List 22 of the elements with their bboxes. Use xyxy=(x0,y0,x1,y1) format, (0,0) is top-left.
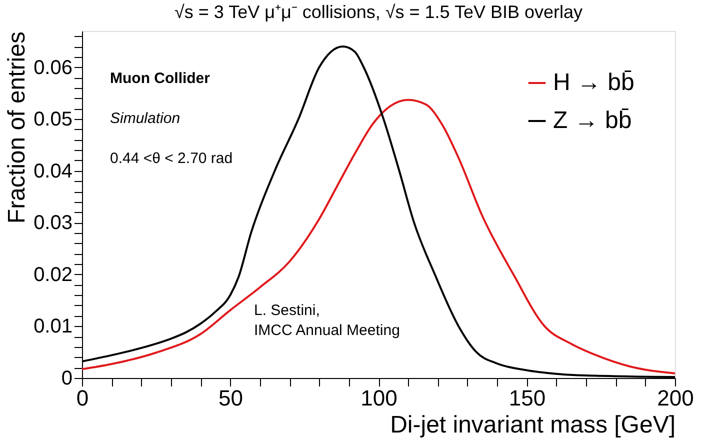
x-tick-label: 100 xyxy=(360,386,398,410)
annotation: L. Sestini, IMCC Annual Meeting xyxy=(254,302,400,339)
y-tick-label: 0.03 xyxy=(34,212,72,234)
x-tick-label: 150 xyxy=(508,386,546,410)
annotation: Muon Collider xyxy=(110,70,210,87)
x-tick-label: 50 xyxy=(218,386,243,410)
y-tick-label: 0 xyxy=(61,368,72,390)
x-tick-label: 200 xyxy=(657,386,694,410)
legend-label: Z → bb̄ xyxy=(553,107,632,134)
chart-title: √s = 3 TeV μ⁺μ⁻ collisions, √s = 1.5 TeV BIB overlay xyxy=(174,2,583,22)
annotation: Simulation xyxy=(110,110,180,127)
y-tick-label: 0.02 xyxy=(34,264,72,286)
line-series xyxy=(81,98,676,374)
y-tick-label: 0.06 xyxy=(34,56,72,79)
annotation: 0.44 <θ < 2.70 rad xyxy=(110,150,233,167)
y-axis-title: Fraction of entries xyxy=(4,32,31,224)
y-tick-label: 0.05 xyxy=(34,108,72,131)
x-tick-label: 0 xyxy=(76,386,89,410)
x-axis-title: Di-jet invariant mass [GeV] xyxy=(390,412,676,438)
legend-label: H → bb̄ xyxy=(553,69,634,96)
y-tick-label: 0.04 xyxy=(34,160,72,182)
y-tick-label: 0.01 xyxy=(34,316,72,338)
